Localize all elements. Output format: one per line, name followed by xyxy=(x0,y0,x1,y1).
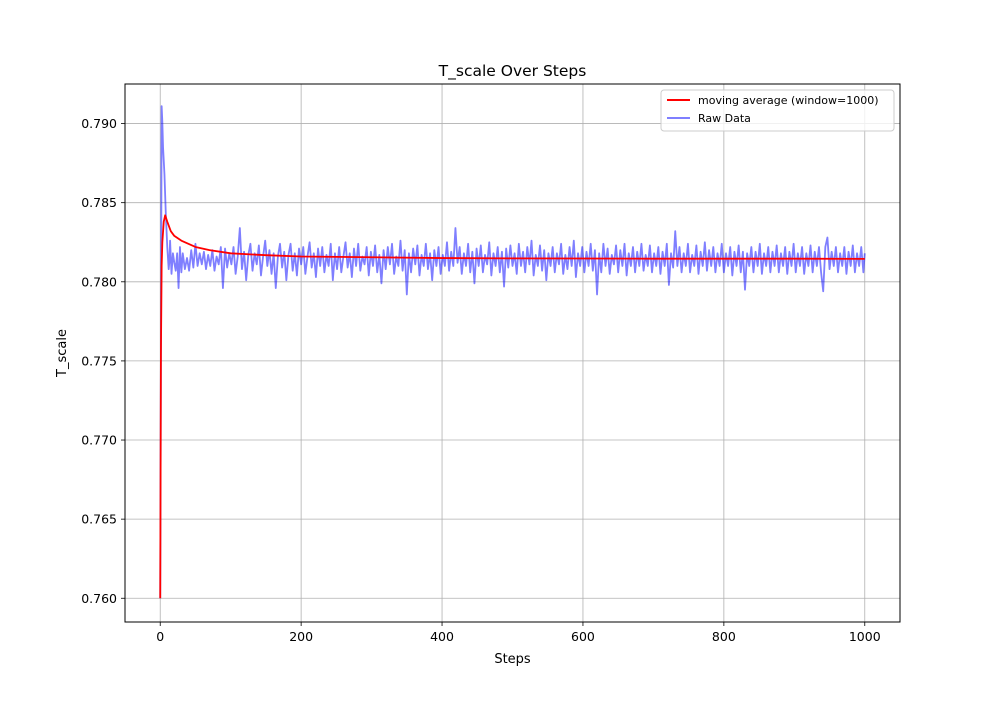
x-tick-label: 400 xyxy=(430,629,454,644)
y-axis-label: T_scale xyxy=(55,329,70,378)
chart-title: T_scale Over Steps xyxy=(438,62,587,81)
plot-background xyxy=(125,84,900,622)
x-tick-label: 0 xyxy=(156,629,164,644)
raw-data-line xyxy=(159,105,866,599)
x-tick-label: 800 xyxy=(712,629,736,644)
y-tick-label: 0.780 xyxy=(81,274,117,289)
axis-ticks: 0 200 400 600 800 1000 0.760 0.765 0.770 0.775 0.7… xyxy=(81,116,881,644)
plot-area: 0 200 400 600 800 1000 0.760 0.765 0.770 0.775 0.7… xyxy=(81,83,901,644)
y-tick-label: 0.790 xyxy=(81,116,117,131)
series-layer xyxy=(159,105,866,599)
x-tick-label: 200 xyxy=(289,629,313,644)
legend-label-raw-data: Raw Data xyxy=(698,112,751,125)
grid-lines xyxy=(125,84,900,622)
y-tick-label: 0.760 xyxy=(81,591,117,606)
legend-label-moving-average: moving average (window=1000) xyxy=(698,94,879,107)
y-tick-label: 0.785 xyxy=(81,195,117,210)
y-tick-label: 0.765 xyxy=(81,512,117,527)
x-axis-label: Steps xyxy=(494,652,531,667)
legend: moving average (window=1000) Raw Data xyxy=(660,89,895,132)
x-tick-label: 1000 xyxy=(849,629,881,644)
x-tick-label: 600 xyxy=(571,629,595,644)
plot-frame xyxy=(124,83,901,623)
y-tick-label: 0.770 xyxy=(81,433,117,448)
moving-average-line xyxy=(159,214,865,599)
y-tick-label: 0.775 xyxy=(81,353,117,368)
legend-box xyxy=(660,89,895,132)
